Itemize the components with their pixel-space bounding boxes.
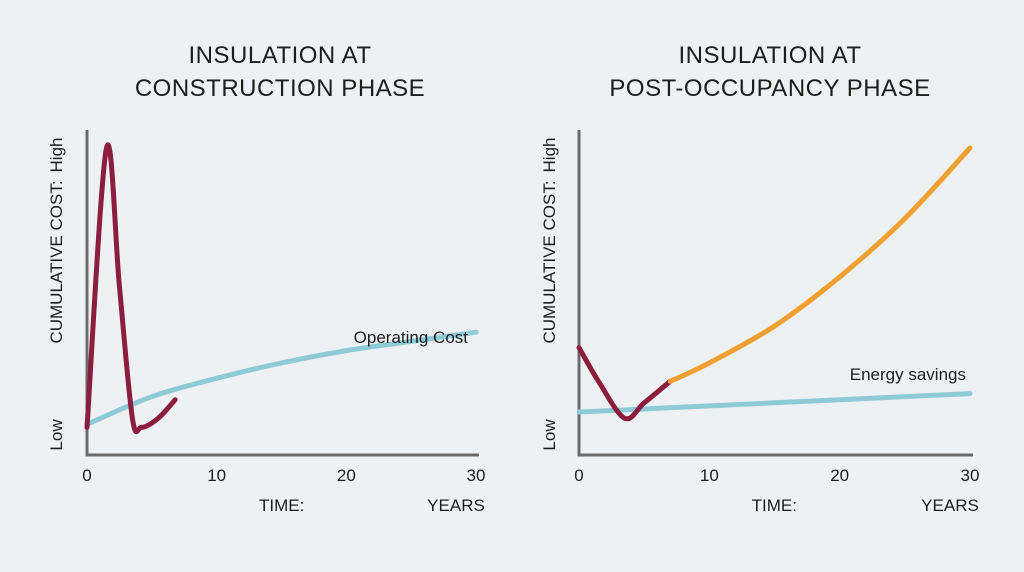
chart-title-line-2: CONSTRUCTION PHASE (135, 75, 425, 102)
y-axis-high-label: High (540, 138, 559, 173)
series-line-operating-cost (84, 329, 479, 427)
y-axis-label: CUMULATIVE COST: (540, 180, 559, 343)
series-annotation: Operating Cost (354, 328, 469, 347)
x-axis-unit: YEARS (921, 496, 979, 515)
y-axis-low-label: Low (540, 419, 559, 451)
y-axis-high-label: High (47, 138, 66, 173)
chart-panel-2: INSULATION AT POST-OCCUPANCY PHASE CUMULAT… (540, 42, 979, 515)
x-axis-label: TIME: (259, 496, 304, 515)
y-axis-label: CUMULATIVE COST: (47, 180, 66, 343)
chart-title-line-1: INSULATION AT (679, 42, 862, 69)
x-tick-label: 10 (700, 466, 719, 485)
x-tick-label: 0 (574, 466, 583, 485)
x-axis-label: TIME: (752, 496, 797, 515)
chart-title-line-2: POST-OCCUPANCY PHASE (609, 75, 930, 102)
x-tick-label: 30 (961, 466, 980, 485)
x-tick-label: 20 (337, 466, 356, 485)
x-tick-label: 0 (82, 466, 91, 485)
x-tick-label: 30 (467, 466, 486, 485)
y-axis-low-label: Low (47, 419, 66, 451)
series-line-segment-2 (667, 145, 973, 384)
x-axis-unit: YEARS (427, 496, 485, 515)
series-line-segment-1 (576, 345, 673, 422)
x-tick-label: 10 (207, 466, 226, 485)
series-annotation: Energy savings (850, 365, 966, 384)
series-line-segment-1 (84, 142, 178, 435)
x-tick-label: 20 (830, 466, 849, 485)
chart-panel-1: INSULATION AT CONSTRUCTION PHASE CUMULATIV… (47, 42, 485, 515)
chart-title-line-1: INSULATION AT (189, 42, 372, 69)
